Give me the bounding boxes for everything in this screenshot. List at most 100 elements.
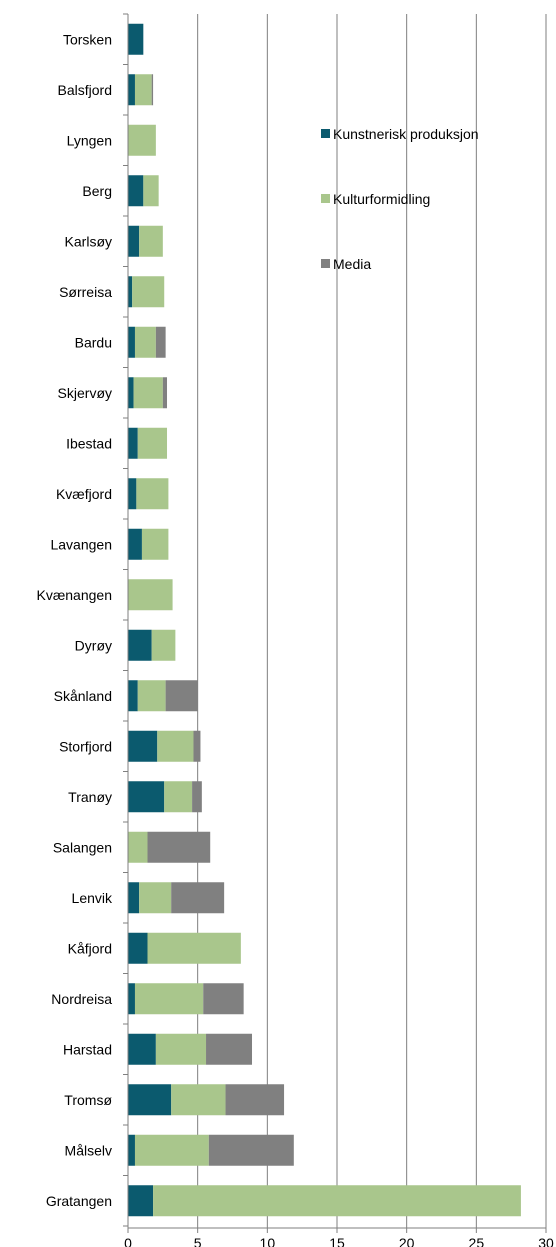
category-label: Karlsøy (65, 233, 112, 249)
bar-ibestad-series-2 (137, 427, 168, 459)
category-label: Harstad (63, 1041, 112, 1057)
legend-swatch (321, 129, 330, 138)
bar-dyrøy-series-1 (128, 629, 152, 661)
bar-kvæfjord-series-1 (128, 478, 137, 510)
bar-harstad-series-2 (155, 1033, 207, 1065)
bar-skjervøy-series-2 (133, 377, 163, 409)
legend-swatch (321, 259, 330, 268)
category-label: Balsfjord (58, 82, 112, 98)
x-tick-label: 15 (329, 1235, 345, 1247)
gridlines (197, 14, 547, 1228)
legend-label: Media (333, 256, 371, 272)
bar-sørreisa-series-1 (128, 276, 133, 308)
x-tick-label: 10 (260, 1235, 276, 1247)
bar-lyngen-series-2 (128, 124, 156, 156)
bar-salangen-series-3 (147, 831, 211, 863)
category-label: Storfjord (59, 738, 112, 754)
category-label: Bardu (75, 334, 112, 350)
axes (123, 13, 547, 1233)
bar-ibestad-series-1 (128, 427, 138, 459)
bar-tromsø-series-1 (128, 1084, 172, 1116)
bar-lavangen-series-1 (128, 528, 142, 560)
bar-salangen-series-2 (128, 831, 148, 863)
bar-berg-series-2 (143, 175, 159, 207)
bar-storfjord-series-2 (157, 730, 194, 762)
bar-balsfjord-series-3 (151, 74, 154, 106)
bar-skånland-series-2 (137, 680, 166, 712)
bar-målselv-series-2 (134, 1134, 209, 1166)
category-label: Målselv (65, 1142, 112, 1158)
bar-sørreisa-series-2 (132, 276, 165, 308)
category-label: Gratangen (46, 1193, 112, 1209)
bar-harstad-series-1 (128, 1033, 156, 1065)
bar-lavangen-series-2 (141, 528, 169, 560)
category-label: Kåfjord (68, 940, 112, 956)
bar-balsfjord-series-1 (128, 74, 135, 106)
bar-bardu-series-2 (134, 326, 156, 358)
bar-torsken-series-1 (128, 23, 144, 55)
category-label: Ibestad (66, 435, 112, 451)
bar-lenvik-series-2 (139, 882, 172, 914)
bar-berg-series-1 (128, 175, 144, 207)
bar-dyrøy-series-2 (151, 629, 176, 661)
bar-lenvik-series-3 (171, 882, 225, 914)
bar-tranøy-series-3 (192, 781, 202, 813)
legend-swatch (321, 194, 330, 203)
bar-bardu-series-1 (128, 326, 135, 358)
category-label: Dyrøy (75, 637, 112, 653)
bar-storfjord-series-3 (193, 730, 201, 762)
bar-gratangen-series-1 (128, 1185, 154, 1217)
bar-skånland-series-1 (128, 680, 138, 712)
category-label: Nordreisa (51, 991, 112, 1007)
bar-skjervøy-series-3 (162, 377, 168, 409)
bar-nordreisa-series-2 (134, 983, 204, 1015)
x-tick-label: 20 (399, 1235, 415, 1247)
x-tick-label: 0 (124, 1235, 132, 1247)
category-labels: Torsken Balsfjord Lyngen Berg Karlsøy Sørreis… (36, 31, 113, 1209)
bar-tranøy-series-1 (128, 781, 165, 813)
bar-bardu-series-3 (155, 326, 166, 358)
category-label: Kvænangen (36, 587, 112, 603)
bar-nordreisa-series-1 (128, 983, 135, 1015)
bar-balsfjord-series-2 (134, 74, 152, 106)
x-tick-label: 25 (469, 1235, 485, 1247)
x-tick-label: 30 (538, 1235, 554, 1247)
bar-harstad-series-3 (206, 1033, 253, 1065)
tick-labels: 0 5 10 15 20 25 30 (124, 1235, 554, 1247)
category-label: Lyngen (67, 132, 112, 148)
bar-målselv-series-3 (208, 1134, 294, 1166)
category-label: Salangen (53, 839, 112, 855)
legend-label: Kulturformidling (333, 191, 430, 207)
bar-tromsø-series-3 (225, 1084, 285, 1116)
bar-nordreisa-series-3 (203, 983, 244, 1015)
bar-karlsøy-series-1 (128, 225, 140, 257)
category-label: Lavangen (50, 536, 112, 552)
bar-tranøy-series-2 (164, 781, 193, 813)
x-tick-label: 5 (194, 1235, 202, 1247)
bar-kvænangen-series-2 (128, 579, 173, 611)
category-label: Tranøy (68, 789, 112, 805)
bar-storfjord-series-1 (128, 730, 158, 762)
legend-label: Kunstnerisk produksjon (333, 126, 479, 142)
category-label: Torsken (63, 31, 112, 47)
category-label: Berg (82, 183, 112, 199)
category-label: Skjervøy (58, 385, 112, 401)
bar-kåfjord-series-2 (147, 932, 241, 964)
bar-lenvik-series-1 (128, 882, 140, 914)
category-label: Sørreisa (59, 284, 112, 300)
bar-gratangen-series-2 (153, 1185, 521, 1217)
category-label: Kvæfjord (56, 486, 112, 502)
bar-karlsøy-series-2 (139, 225, 163, 257)
bar-kvæfjord-series-2 (136, 478, 169, 510)
category-label: Tromsø (64, 1092, 112, 1108)
category-label: Lenvik (72, 890, 113, 906)
bar-kåfjord-series-1 (128, 932, 148, 964)
bars (128, 23, 521, 1217)
category-label: Skånland (54, 688, 112, 704)
bar-skånland-series-3 (165, 680, 198, 712)
legend: Kunstnerisk produksjon Kulturformidling Me… (321, 126, 479, 272)
bar-skjervøy-series-1 (128, 377, 134, 409)
bar-tromsø-series-2 (171, 1084, 226, 1116)
bar-målselv-series-1 (128, 1134, 135, 1166)
